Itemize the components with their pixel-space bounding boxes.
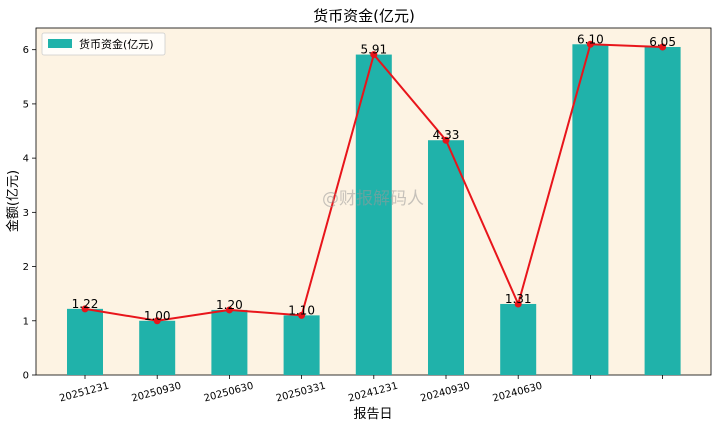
data-label-1: 1.00 xyxy=(144,309,171,323)
line-point-8 xyxy=(659,43,667,51)
y-tick-label-6: 6 xyxy=(23,45,29,56)
y-tick-label-4: 4 xyxy=(23,154,29,165)
bar-5 xyxy=(428,140,464,375)
watermark: @财报解码人 xyxy=(322,189,424,209)
bar-6 xyxy=(500,303,537,375)
data-label-6: 1.31 xyxy=(505,292,532,306)
x-axis-label: 报告日 xyxy=(353,407,392,422)
data-labels: 1.22 1.00 1.20 1.10 5.91 4.33 1.31 6.10 6.05 xyxy=(72,32,676,323)
y-tick-label-3: 3 xyxy=(23,208,29,219)
line-point-0 xyxy=(81,305,89,313)
x-tick-label-3: 20250331 xyxy=(275,381,327,405)
line-point-2 xyxy=(225,306,233,314)
bar-4 xyxy=(355,54,392,375)
data-label-8: 6.05 xyxy=(649,35,676,49)
bar-7 xyxy=(572,44,609,375)
data-label-0: 1.22 xyxy=(72,297,99,311)
x-tick-label-0: 20251231 xyxy=(58,381,110,405)
y-axis: 0 1 2 3 4 5 6 xyxy=(23,45,36,382)
data-label-7: 6.10 xyxy=(577,32,604,46)
y-axis-label: 金额(亿元) xyxy=(5,170,21,232)
x-tick-label-1: 20250930 xyxy=(131,381,183,405)
legend-swatch xyxy=(48,39,72,48)
x-tick-label-6: 20240630 xyxy=(492,381,544,405)
legend-label: 货币资金(亿元) xyxy=(79,37,154,51)
line-point-7 xyxy=(586,40,594,48)
data-label-3: 1.10 xyxy=(288,303,315,317)
y-tick-label-0: 0 xyxy=(23,371,29,382)
bar-3 xyxy=(283,315,320,375)
line-point-4 xyxy=(370,51,378,59)
y-tick-label-2: 2 xyxy=(23,262,29,273)
x-tick-label-4: 20241231 xyxy=(347,381,399,405)
y-tick-label-1: 1 xyxy=(23,316,29,327)
bar-8 xyxy=(644,46,681,375)
line-point-6 xyxy=(514,300,522,308)
bar-series xyxy=(67,44,681,375)
line-series xyxy=(81,40,667,325)
data-label-2: 1.20 xyxy=(216,298,243,312)
bar-0 xyxy=(67,308,103,375)
bar-2 xyxy=(211,309,248,375)
bar-1 xyxy=(139,320,176,375)
data-label-4: 5.91 xyxy=(360,43,387,57)
x-tick-label-2: 20250630 xyxy=(203,381,255,405)
y-tick-label-5: 5 xyxy=(23,99,29,110)
data-label-5: 4.33 xyxy=(433,128,460,142)
x-axis: 20251231 20250930 20250630 20250331 20241231… xyxy=(58,375,663,405)
x-tick-label-5: 20240930 xyxy=(419,381,471,405)
chart-title: 货币资金(亿元) xyxy=(313,7,415,25)
line-point-3 xyxy=(298,311,306,319)
line-point-5 xyxy=(442,136,450,144)
line-point-1 xyxy=(153,317,161,325)
legend-box xyxy=(41,32,166,56)
legend: 货币资金(亿元) xyxy=(41,32,166,56)
